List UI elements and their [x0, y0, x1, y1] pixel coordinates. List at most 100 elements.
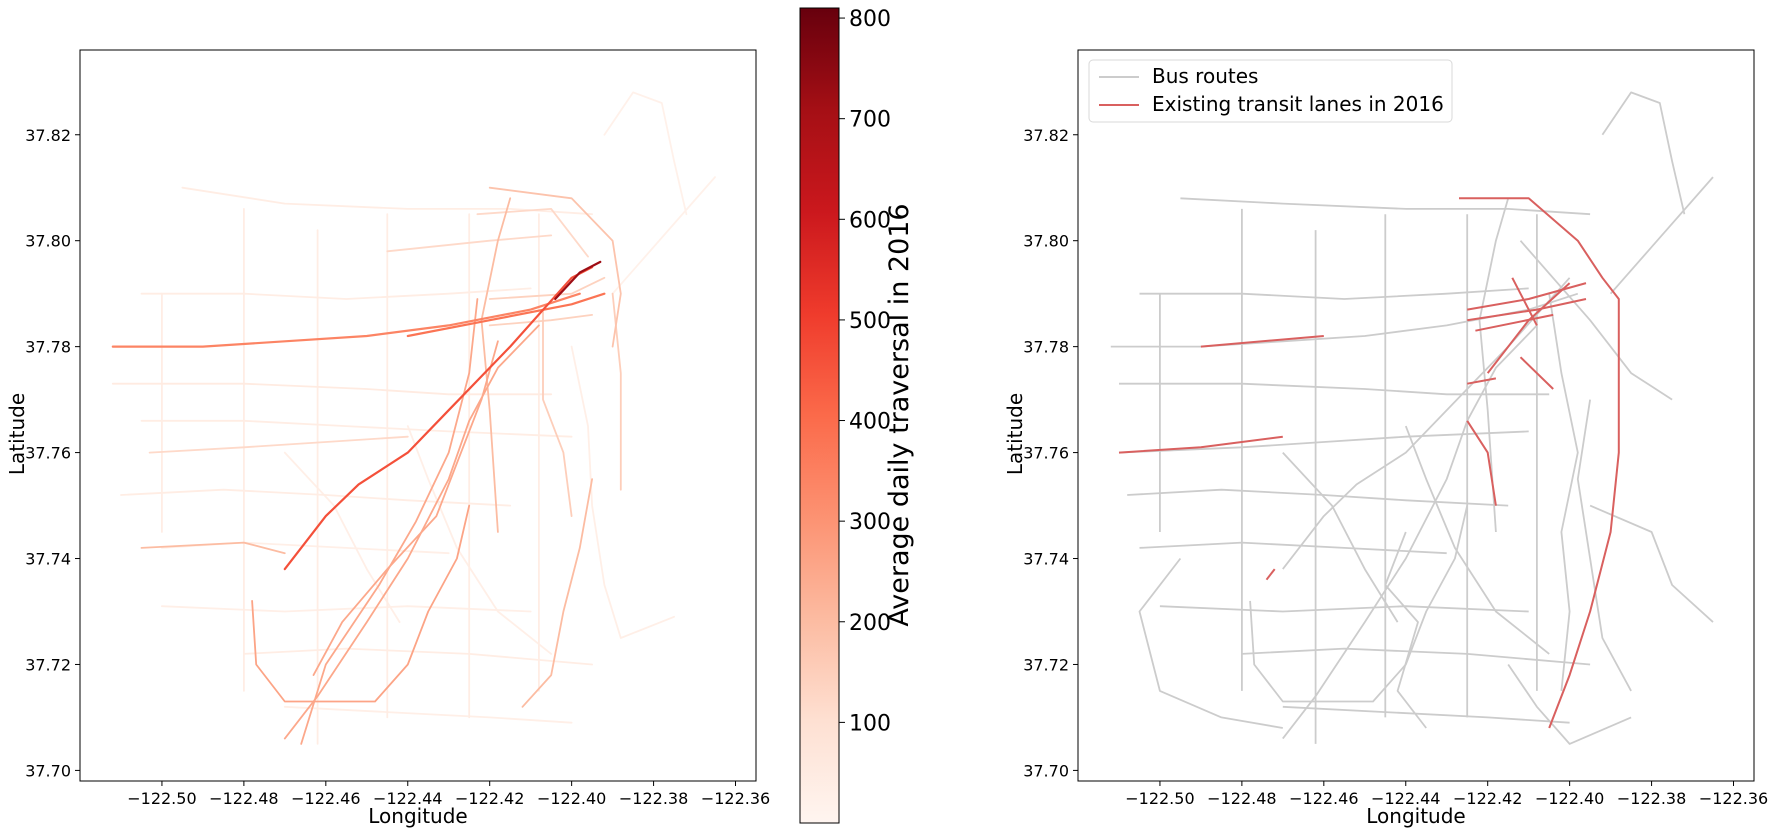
legend-label-transit-lanes: Existing transit lanes in 2016: [1152, 92, 1444, 116]
colorbar-tick-label: 100: [849, 711, 891, 736]
transit-lane: [1459, 197, 1620, 729]
left-x-axis-label: Longitude: [368, 804, 467, 828]
x-tick-label: −122.40: [537, 789, 606, 808]
x-tick-label: −122.48: [1207, 789, 1276, 808]
x-tick-label: −122.40: [1535, 789, 1604, 808]
transit-lane: [1118, 435, 1283, 454]
x-tick-label: −122.48: [209, 789, 278, 808]
y-tick-label: 37.76: [1023, 444, 1069, 463]
bus-route: [1139, 541, 1447, 555]
traversal-segment: [140, 287, 532, 300]
y-tick-label: 37.72: [25, 655, 71, 674]
traversal-segments: [111, 91, 716, 745]
y-tick-label: 37.70: [25, 761, 71, 780]
left-x-ticks: −122.50 −122.48 −122.46 −122.44 −122.42 −122.…: [127, 781, 770, 808]
transit-lane: [1467, 377, 1497, 385]
traversal-segment: [406, 425, 553, 655]
transit-lane: [1511, 277, 1538, 326]
transit-lane: [1467, 298, 1587, 322]
traversal-segment: [476, 207, 589, 258]
colorbar-gradient: [799, 7, 840, 824]
traversal-segment: [521, 478, 593, 708]
bus-route: [1139, 287, 1529, 300]
y-tick-label: 37.76: [25, 444, 71, 463]
x-tick-label: −122.44: [1371, 789, 1440, 808]
x-tick-label: −122.46: [1289, 789, 1358, 808]
bus-route: [1576, 399, 1632, 692]
colorbar-tick-label: 600: [849, 208, 891, 233]
bus-route: [1282, 705, 1570, 724]
transit-lane: [1466, 420, 1497, 506]
traversal-segment: [554, 260, 602, 301]
bus-route: [1127, 488, 1509, 507]
transit-lane: [1475, 313, 1554, 332]
traversal-segment: [488, 276, 606, 300]
colorbar-label: Average daily traversal in 2016: [884, 203, 915, 626]
bus-route: [1507, 663, 1632, 745]
right-x-ticks: −122.50 −122.48 −122.46 −122.44 −122.42 −122.…: [1125, 781, 1768, 808]
x-tick-label: −122.38: [619, 789, 688, 808]
legend-label-bus-routes: Bus routes: [1152, 64, 1258, 88]
bus-route: [1519, 240, 1673, 401]
bus-route: [1601, 91, 1686, 215]
transit-lane: [1467, 282, 1587, 311]
x-tick-label: −122.38: [1617, 789, 1686, 808]
bus-routes: [1110, 91, 1714, 745]
legend-box: [1088, 59, 1453, 123]
bus-route: [1282, 324, 1538, 740]
traversal-segment: [312, 340, 499, 676]
traversal-segment: [283, 705, 573, 724]
x-tick-label: −122.42: [455, 789, 524, 808]
traversal-segment: [242, 647, 593, 666]
colorbar-tick-label: 500: [849, 309, 891, 334]
colorbar-ticks: 100 200 300 400 500 600 700 800: [839, 7, 891, 736]
traversal-segment: [251, 504, 471, 703]
right-y-ticks: 37.70 37.72 37.74 37.76 37.78 37.80 37.82: [1023, 126, 1078, 780]
y-tick-label: 37.80: [25, 232, 71, 251]
bus-route: [1478, 198, 1510, 533]
traversal-segment: [386, 234, 553, 253]
transit-lane: [1200, 335, 1324, 348]
y-tick-label: 37.82: [1023, 126, 1069, 145]
traversal-segment: [488, 313, 593, 327]
y-tick-label: 37.80: [1023, 232, 1069, 251]
x-tick-label: −122.46: [291, 789, 360, 808]
transit-lanes: [1118, 197, 1620, 729]
x-tick-label: −122.42: [1453, 789, 1522, 808]
traversal-segment: [283, 266, 594, 571]
x-tick-label: −122.36: [1699, 789, 1768, 808]
traversal-segment: [300, 298, 479, 745]
traversal-segment: [611, 292, 622, 491]
bus-route: [1548, 293, 1579, 691]
left-y-axis-label: Latitude: [5, 393, 29, 475]
right-x-axis-label: Longitude: [1366, 804, 1465, 828]
colorbar-tick-label: 300: [849, 510, 891, 535]
traversal-segment: [160, 605, 532, 613]
colorbar-tick-label: 800: [849, 7, 891, 32]
bus-route: [1249, 505, 1469, 703]
left-y-ticks: 37.70 37.72 37.74 37.76 37.78 37.80 37.82: [25, 126, 80, 780]
traversal-segment: [120, 488, 512, 507]
x-tick-label: −122.44: [373, 789, 442, 808]
bus-route: [1241, 647, 1591, 666]
traversal-segment: [542, 308, 573, 517]
y-tick-label: 37.74: [1023, 550, 1069, 569]
transit-lane: [1265, 568, 1276, 581]
legend: Bus routes Existing transit lanes in 201…: [1088, 59, 1453, 123]
y-tick-label: 37.70: [1023, 761, 1069, 780]
x-tick-label: −122.50: [1125, 789, 1194, 808]
traversal-segment: [111, 292, 581, 348]
bus-route: [1384, 531, 1427, 729]
x-tick-label: −122.36: [701, 789, 770, 808]
left-axes-frame: [79, 49, 757, 782]
bus-route: [1138, 557, 1283, 729]
transit-lane: [1519, 356, 1554, 390]
y-tick-label: 37.74: [25, 550, 71, 569]
y-tick-label: 37.82: [25, 126, 71, 145]
transit-lane: [1486, 282, 1571, 374]
right-axes-frame: [1077, 49, 1755, 782]
colorbar-tick-label: 400: [849, 410, 891, 435]
traversal-segment: [488, 186, 622, 348]
y-tick-label: 37.78: [1023, 338, 1069, 357]
bus-route: [1404, 425, 1550, 655]
